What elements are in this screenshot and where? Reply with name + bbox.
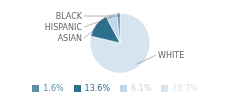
svg-text:BLACK: BLACK [56,12,83,21]
html-text:1.6%: 1.6% [43,84,64,93]
html-text:6.1%: 6.1% [131,84,152,93]
html-text:13.6%: 13.6% [84,84,110,93]
svg-text:ASIAN: ASIAN [58,34,82,43]
html-text:78.7%: 78.7% [172,84,198,93]
svg-text:HISPANIC: HISPANIC [45,23,83,32]
svg-text:WHITE: WHITE [158,51,184,60]
